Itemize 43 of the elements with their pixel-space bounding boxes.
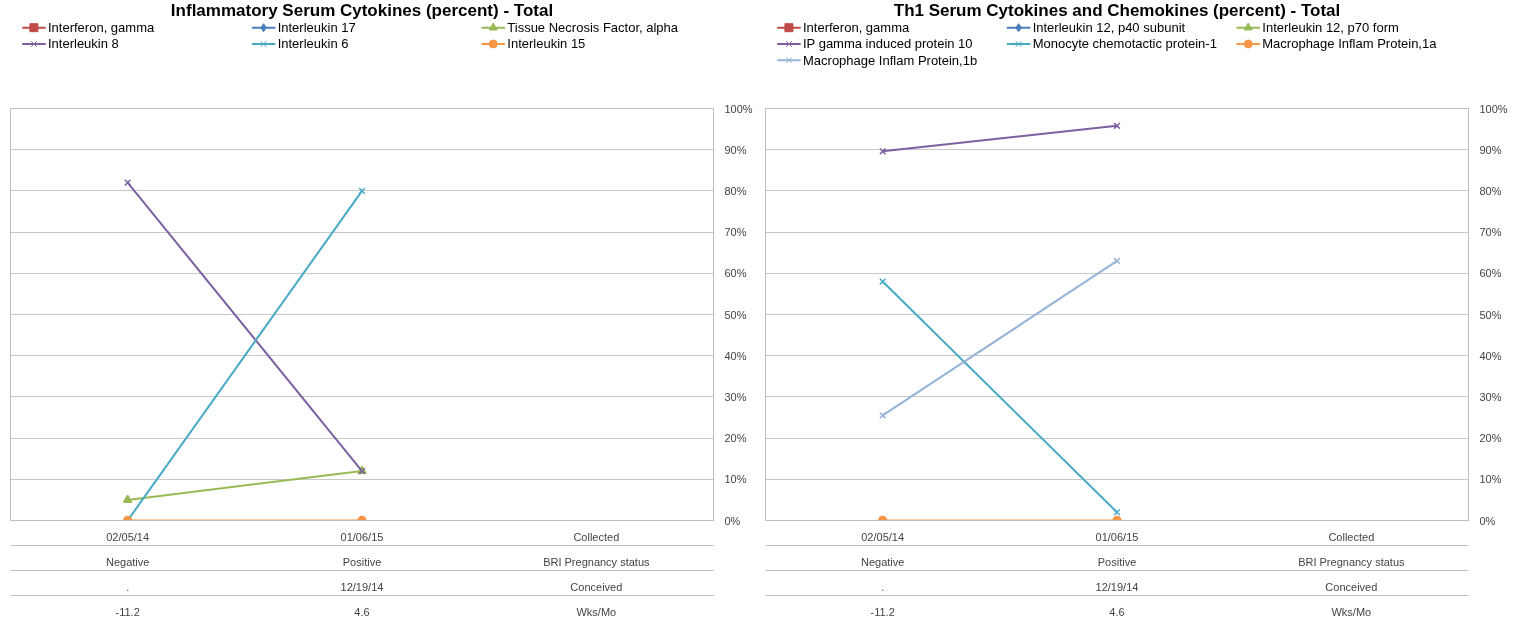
y-tick-label: 30% [724,390,747,403]
legend-label: Macrophage Inflam Protein,1a [1262,36,1438,52]
legend-label: IP gamma induced protein 10 [802,36,973,52]
y-tick-label: 0% [724,514,741,527]
y-tick-label: 100% [724,102,753,115]
y-tick-label: 10% [724,473,747,486]
y-tick-label: 70% [724,226,747,239]
y-tick-label: 20% [1479,432,1502,445]
y-tick-label: 50% [1479,308,1502,321]
legend-label: Interferon, gamma [47,20,155,36]
y-tick-label: 70% [1479,226,1502,239]
category-label: 01/06/15 Positive 12/19/14 4.6 [340,530,384,618]
y-tick-label: 20% [724,432,747,445]
legend-label: Interleukin 17 [277,20,356,36]
category-label: 02/05/14 Negative . -11.2 [105,530,150,618]
y-tick-label: 40% [1479,349,1502,362]
y-tick-label: 0% [1479,514,1496,527]
chart-title: Inflammatory Serum Cytokines (percent) - Total [170,0,554,20]
legend-label: Interleukin 12, p70 form [1262,20,1399,36]
y-tick-label: 80% [724,184,747,197]
y-tick-label: 50% [724,308,747,321]
legend-label: Tissue Necrosis Factor, alpha [507,20,679,36]
category-label: 02/05/14 Negative . -11.2 [860,530,905,618]
y-tick-label: 40% [724,349,747,362]
y-tick-label: 90% [1479,143,1502,156]
y-tick-label: 90% [724,143,747,156]
legend-label: Interleukin 8 [47,36,119,52]
legend-label: Macrophage Inflam Protein,1b [802,52,978,68]
category-label: Collected BRI Pregnancy status Conceived Wks/Mo [1298,530,1405,618]
chart-title: Th1 Serum Cytokines and Chemokines (percent) - Total [893,0,1341,20]
legend-label: Interleukin 6 [277,36,349,52]
y-tick-label: 60% [724,267,747,280]
category-label: Collected BRI Pregnancy status Conceived Wks/Mo [543,530,650,618]
y-tick-label: 10% [1479,473,1502,486]
y-tick-label: 60% [1479,267,1502,280]
legend-label: Interleukin 15 [507,36,586,52]
legend-label: Interferon, gamma [802,20,910,36]
y-tick-label: 80% [1479,184,1502,197]
category-label: 01/06/15 Positive 12/19/14 4.6 [1095,530,1139,618]
legend-label: Interleukin 12, p40 subunit [1032,20,1186,36]
y-tick-label: 100% [1479,102,1508,115]
legend-label: Monocyte chemotactic protein-1 [1032,36,1217,52]
y-tick-label: 30% [1479,390,1502,403]
